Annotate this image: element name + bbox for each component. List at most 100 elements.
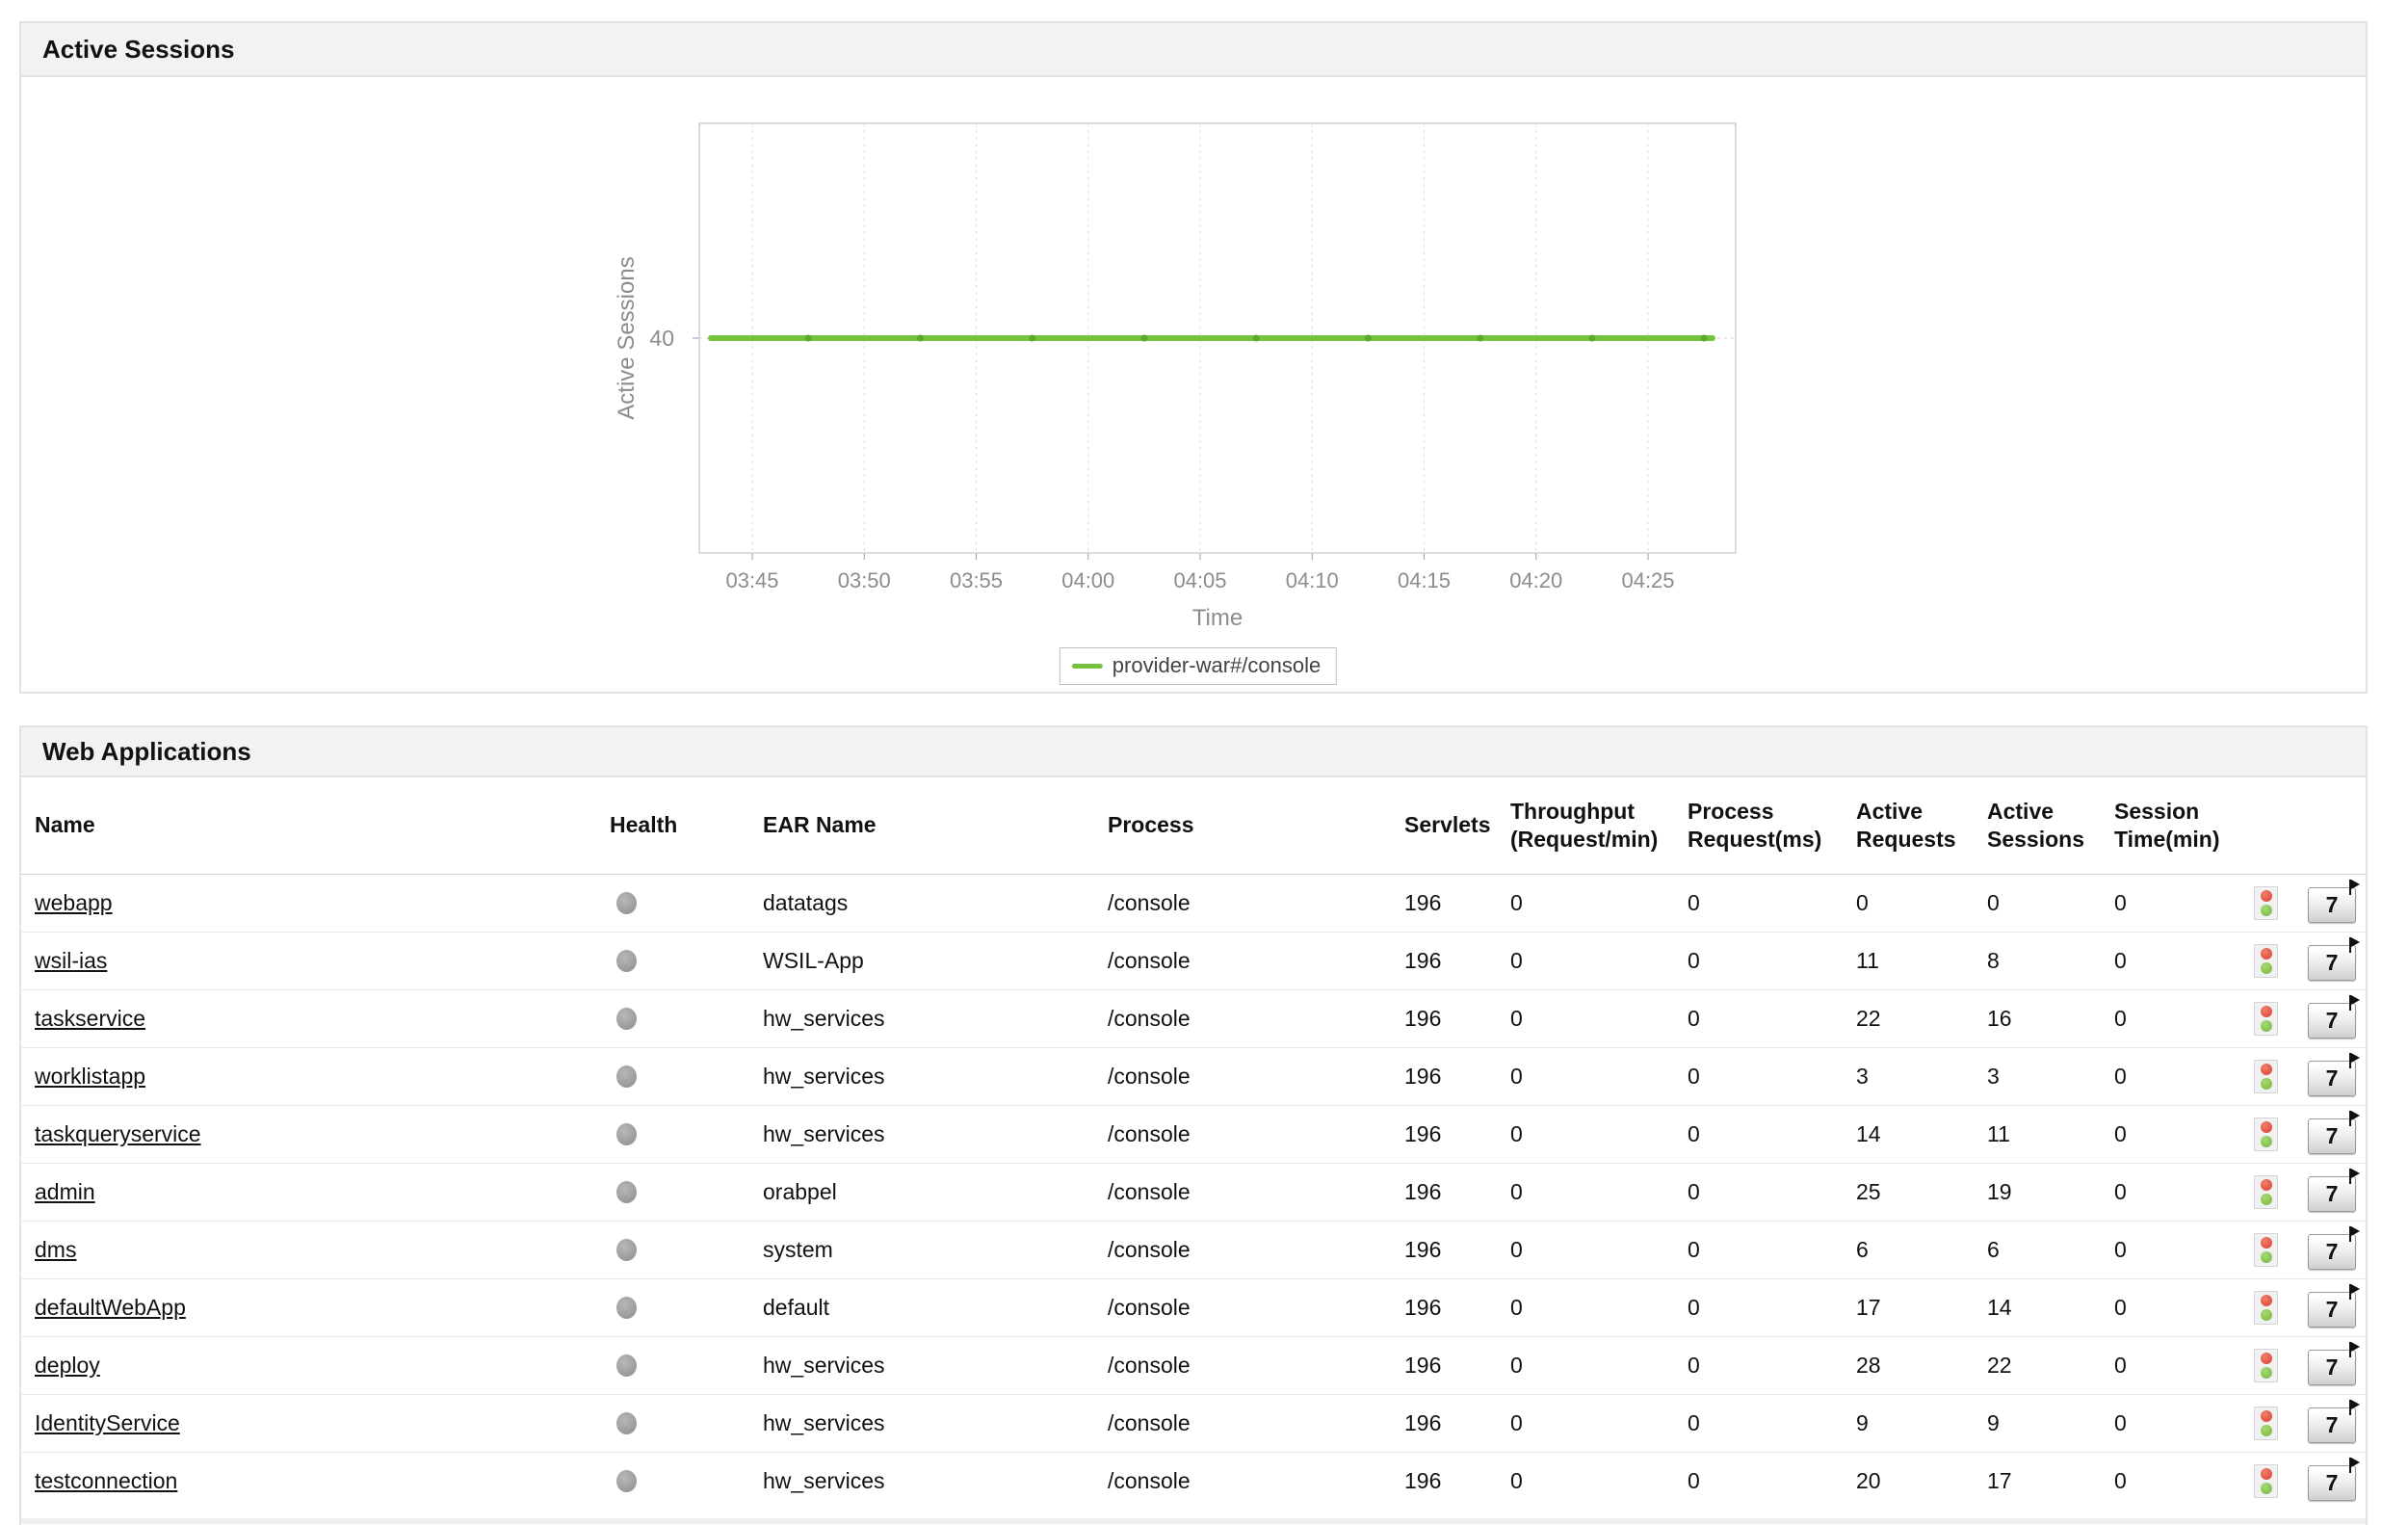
status-icon-cell	[2240, 874, 2294, 932]
active-sessions-cell: 8	[1974, 931, 2101, 989]
history-7-button[interactable]: 7	[2308, 994, 2360, 1039]
health-status-gray-icon	[616, 891, 637, 914]
ear-name-cell: hw_services	[749, 1335, 1094, 1394]
app-name-cell: testconnection	[21, 1451, 596, 1510]
process-cell: /console	[1094, 1162, 1391, 1221]
app-name-cell: wsil-ias	[21, 931, 596, 989]
traffic-light-green-icon	[2260, 1250, 2272, 1263]
history-flag-icon	[2349, 1110, 2360, 1126]
history-7-button[interactable]: 7	[2308, 1341, 2360, 1385]
y-tick-label: 40	[649, 326, 674, 351]
app-link-dms[interactable]: dms	[35, 1236, 77, 1262]
history-7-button[interactable]: 7	[2308, 1168, 2360, 1212]
history-cell: 7	[2294, 1220, 2366, 1278]
traffic-light-icon[interactable]	[2254, 885, 2278, 920]
health-cell	[596, 1335, 749, 1394]
process-request-cell: 0	[1674, 874, 1843, 932]
history-flag-icon	[2349, 1341, 2360, 1357]
app-link-testconnection[interactable]: testconnection	[35, 1467, 178, 1493]
status-icon-cell	[2240, 1277, 2294, 1336]
history-7-button[interactable]: 7	[2308, 1457, 2360, 1501]
history-flag-icon	[2349, 879, 2360, 895]
x-axis-title: Time	[1192, 605, 1243, 631]
status-icon-cell	[2240, 1220, 2294, 1278]
column-header-active-sessions: Active Sessions	[1974, 777, 2101, 875]
active-sessions-chart: 03:45 03:50 03:55 04:00 04:05 04:10 04:15 04:20…	[614, 122, 1737, 631]
health-cell	[596, 1277, 749, 1336]
traffic-light-icon[interactable]	[2254, 1463, 2278, 1498]
traffic-light-red-icon	[2260, 1294, 2272, 1306]
table-header-row: Name Health EAR Name Process Servlets Through…	[21, 777, 2366, 875]
traffic-light-red-icon	[2260, 1467, 2272, 1480]
active-requests-cell: 22	[1843, 988, 1974, 1047]
active-sessions-cell: 14	[1974, 1277, 2101, 1336]
traffic-light-icon[interactable]	[2254, 1232, 2278, 1267]
health-status-gray-icon	[616, 1238, 637, 1261]
process-request-cell: 0	[1674, 1220, 1843, 1278]
health-cell	[596, 931, 749, 989]
traffic-light-red-icon	[2260, 1120, 2272, 1133]
ear-name-cell: orabpel	[749, 1162, 1094, 1221]
column-header-name: Name	[21, 777, 596, 875]
app-link-defaultWebApp[interactable]: defaultWebApp	[35, 1294, 186, 1320]
history-7-button[interactable]: 7	[2308, 1110, 2360, 1154]
traffic-light-icon[interactable]	[2254, 1348, 2278, 1382]
active-requests-cell: 28	[1843, 1335, 1974, 1394]
legend-line-swatch-icon	[1071, 663, 1103, 669]
history-7-button[interactable]: 7	[2308, 1052, 2360, 1096]
traffic-light-red-icon	[2260, 1178, 2272, 1191]
series-marker	[804, 334, 812, 342]
table-row-deploy: deploy hw_services/console 196 0 0 28 22 0 7	[21, 1335, 2366, 1394]
health-cell	[596, 1104, 749, 1163]
web-applications-table: Name Health EAR Name Process Servlets Through…	[21, 777, 2366, 1510]
history-7-button[interactable]: 7	[2308, 936, 2360, 981]
column-header-ear-name: EAR Name	[749, 777, 1094, 875]
app-link-taskqueryservice[interactable]: taskqueryservice	[35, 1120, 201, 1146]
history-cell: 7	[2294, 1451, 2366, 1510]
traffic-light-icon[interactable]	[2254, 1174, 2278, 1209]
app-name-cell: defaultWebApp	[21, 1277, 596, 1336]
app-link-webapp[interactable]: webapp	[35, 889, 113, 915]
throughput-cell: 0	[1497, 1335, 1674, 1394]
session-time-cell: 0	[2101, 1046, 2240, 1105]
health-status-gray-icon	[616, 1296, 637, 1319]
series-marker	[1588, 334, 1596, 342]
traffic-light-icon[interactable]	[2254, 1117, 2278, 1151]
history-flag-icon	[2349, 936, 2360, 953]
history-7-button[interactable]: 7	[2308, 879, 2360, 923]
process-request-cell: 0	[1674, 1451, 1843, 1510]
app-link-worklistapp[interactable]: worklistapp	[35, 1063, 146, 1089]
traffic-light-green-icon	[2260, 904, 2272, 916]
history-flag-icon	[2349, 1283, 2360, 1300]
column-header-health: Health	[596, 777, 749, 875]
app-link-deploy[interactable]: deploy	[35, 1352, 100, 1378]
history-7-button[interactable]: 7	[2308, 1399, 2360, 1443]
health-cell	[596, 1220, 749, 1278]
traffic-light-icon[interactable]	[2254, 1290, 2278, 1325]
table-row-taskqueryservice: taskqueryservice hw_services/console 196 0 0…	[21, 1104, 2366, 1163]
session-time-cell: 0	[2101, 931, 2240, 989]
traffic-light-icon[interactable]	[2254, 1059, 2278, 1093]
process-request-cell: 0	[1674, 1046, 1843, 1105]
app-link-IdentityService[interactable]: IdentityService	[35, 1409, 180, 1435]
x-tick-label: 03:55	[950, 568, 1003, 592]
app-link-admin[interactable]: admin	[35, 1178, 95, 1204]
app-link-wsil-ias[interactable]: wsil-ias	[35, 947, 108, 973]
history-7-button[interactable]: 7	[2308, 1283, 2360, 1328]
health-status-gray-icon	[616, 1122, 637, 1145]
traffic-light-icon[interactable]	[2254, 1001, 2278, 1036]
table-row-admin: admin orabpel/console 196 0 0 25 19 0 7	[21, 1162, 2366, 1221]
column-header-session-time-min: Session Time(min)	[2101, 777, 2240, 875]
traffic-light-icon[interactable]	[2254, 943, 2278, 978]
table-row-webapp: webapp datatags/console 196 0 0 0 0 0 7	[21, 874, 2366, 932]
active-sessions-cell: 17	[1974, 1451, 2101, 1510]
health-status-gray-icon	[616, 949, 637, 972]
status-icon-cell	[2240, 1162, 2294, 1221]
status-icon-cell	[2240, 1451, 2294, 1510]
health-cell	[596, 1393, 749, 1452]
process-cell: /console	[1094, 988, 1391, 1047]
app-link-taskservice[interactable]: taskservice	[35, 1005, 146, 1031]
history-7-button[interactable]: 7	[2308, 1225, 2360, 1270]
traffic-light-icon[interactable]	[2254, 1406, 2278, 1440]
x-tick-label: 04:10	[1286, 568, 1339, 592]
